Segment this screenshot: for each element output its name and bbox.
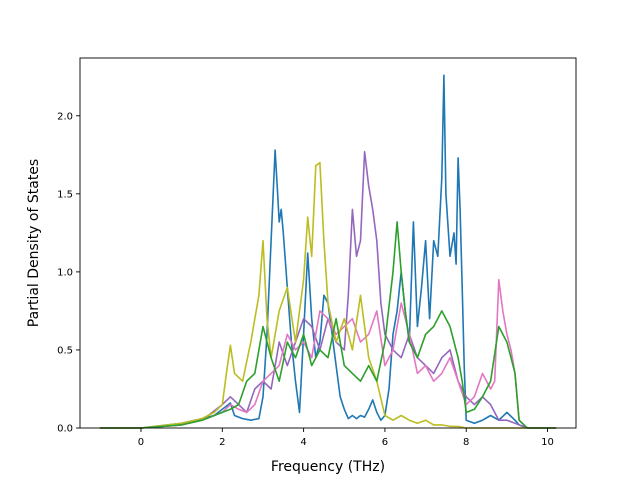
x-axis-label: Frequency (THz) (271, 459, 385, 475)
y-tick-label: 2.0 (57, 111, 73, 122)
x-axis-ticks: 0 2 4 6 8 10 (138, 428, 554, 448)
series-line-3 (99, 278, 557, 429)
axes-frame (79, 57, 577, 429)
x-tick-label: 2 (219, 437, 225, 448)
plot-background (80, 58, 576, 428)
series-line-5 (99, 221, 557, 429)
x-tick-label: 6 (382, 437, 388, 448)
y-tick-label: 1.0 (57, 267, 73, 278)
y-axis-label: Partial Density of States (26, 159, 42, 327)
axes-spines (79, 57, 577, 429)
series-line-1 (99, 74, 557, 429)
y-tick-label: 0.0 (57, 424, 73, 435)
x-tick-label: 0 (138, 437, 144, 448)
y-tick-label: 1.5 (57, 189, 73, 200)
y-axis-ticks: 0.0 0.5 1.0 1.5 2.0 (57, 111, 80, 435)
y-tick-label: 0.5 (57, 345, 73, 356)
plot-area (80, 58, 576, 428)
x-tick-label: 10 (541, 437, 554, 448)
x-tick-label: 4 (300, 437, 306, 448)
x-tick-label: 8 (463, 437, 469, 448)
